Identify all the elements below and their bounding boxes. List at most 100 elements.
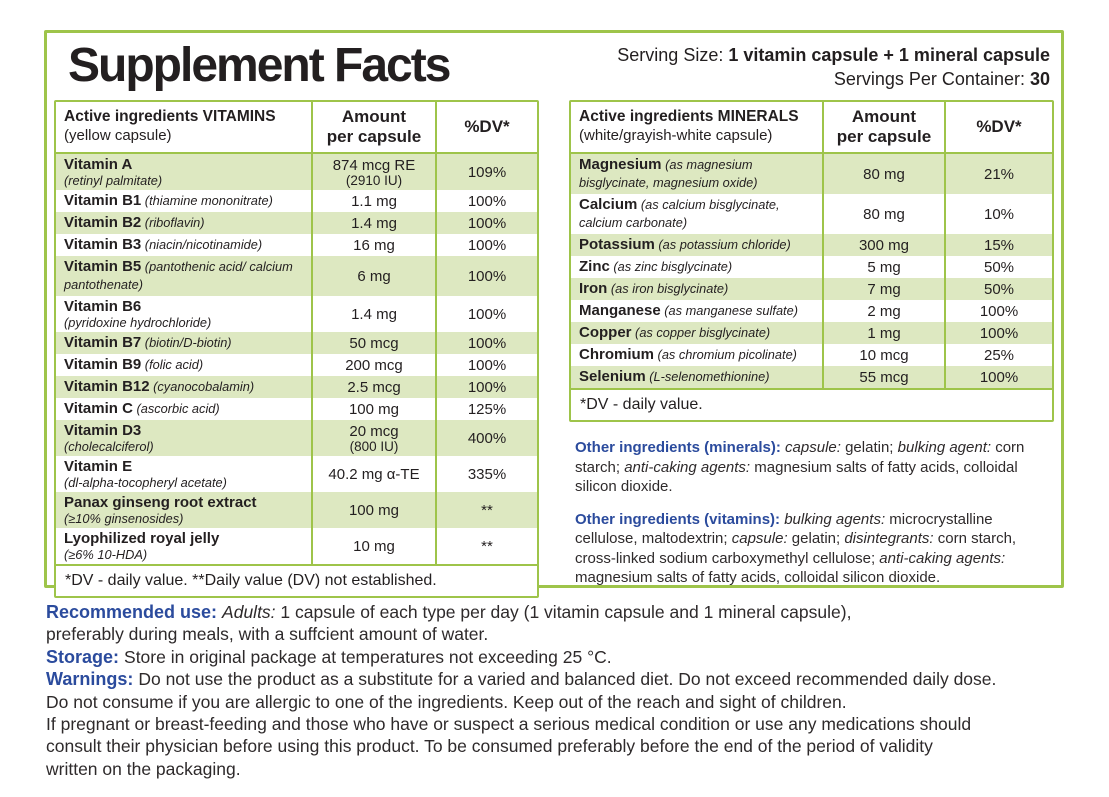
ingredient-name: Vitamin B7 bbox=[64, 334, 142, 351]
table-row: Panax ginseng root extract (≥10% ginsenos… bbox=[56, 492, 537, 528]
table-row: Selenium (L-selenomethionine) 55 mcg 100% bbox=[571, 366, 1052, 388]
ingredient-note: (biotin/D-biotin) bbox=[141, 335, 232, 350]
ingredient-cell: Vitamin B12 (cyanocobalamin) bbox=[56, 376, 311, 398]
table-row: Vitamin B6 (pyridoxine hydrochloride) 1.4 … bbox=[56, 296, 537, 332]
vitamins-header-amount: Amount per capsule bbox=[311, 102, 435, 152]
amount-value: 5 mg bbox=[867, 258, 901, 276]
dv-cell: 100% bbox=[435, 190, 537, 212]
ingredient-name: Vitamin C bbox=[64, 400, 133, 417]
ingredient-cell: Zinc (as zinc bisglycinate) bbox=[571, 256, 822, 278]
serving-size-value: 1 vitamin capsule + 1 mineral capsule bbox=[728, 45, 1050, 65]
text-run: preferably during meals, with a suffcien… bbox=[46, 624, 489, 645]
amount-value: 10 mg bbox=[353, 537, 395, 555]
amount-header-line1: Amount bbox=[341, 107, 407, 126]
dv-cell: ** bbox=[435, 528, 537, 564]
ingredient-cell: Magnesium (as magnesium bisglycinate, ma… bbox=[571, 154, 822, 194]
text-run: Recommended use: bbox=[46, 602, 223, 622]
ingredient-note: (as manganese sulfate) bbox=[660, 303, 798, 318]
ingredient-cell: Calcium (as calcium bisglycinate, calciu… bbox=[571, 194, 822, 234]
amount-value: 6 mg bbox=[357, 267, 391, 285]
text-run: magnesium salts of fatty acids, colloida… bbox=[575, 458, 1018, 496]
text-run: capsule: bbox=[785, 439, 846, 456]
text-run: corn starch; bbox=[575, 439, 1025, 476]
amount-cell: 2 mg bbox=[822, 300, 944, 322]
amount-cell: 300 mg bbox=[822, 234, 944, 256]
amount-cell: 100 mg bbox=[311, 492, 435, 528]
ingredient-note: (ascorbic acid) bbox=[132, 401, 220, 416]
ingredient-name: Panax ginseng root extract bbox=[64, 494, 257, 511]
text-run: bulking agent: bbox=[897, 439, 996, 456]
amount-value: 874 mcg RE bbox=[332, 156, 416, 174]
ingredient-note: (≥10% ginsenosides) bbox=[64, 511, 184, 526]
amount-cell: 1.4 mg bbox=[311, 296, 435, 332]
table-row: Vitamin E (dl-alpha-tocopheryl acetate) 40… bbox=[56, 456, 537, 492]
table-row: Vitamin D3 (cholecalciferol) 20 mcg (800 IU… bbox=[56, 420, 537, 456]
amount-value: 1.4 mg bbox=[351, 214, 397, 232]
ingredient-cell: Vitamin B6 (pyridoxine hydrochloride) bbox=[56, 296, 311, 332]
dv-cell: 125% bbox=[435, 398, 537, 420]
ingredient-cell: Vitamin C (ascorbic acid) bbox=[56, 398, 311, 420]
text-run: anti-caking agents: bbox=[879, 549, 1006, 567]
dv-cell: 100% bbox=[944, 366, 1052, 388]
text-run: disintegrants: bbox=[844, 530, 938, 547]
ingredient-note: (dl-alpha-tocopheryl acetate) bbox=[64, 475, 227, 490]
ingredient-note: (L-selenomethionine) bbox=[645, 369, 770, 384]
ingredient-note: (cyanocobalamin) bbox=[149, 379, 255, 394]
ingredient-cell: Copper (as copper bisglycinate) bbox=[571, 322, 822, 344]
table-row: Vitamin B5 (pantothenic acid/ calcium pa… bbox=[56, 256, 537, 296]
table-row: Copper (as copper bisglycinate) 1 mg 100% bbox=[571, 322, 1052, 344]
table-row: Vitamin B7 (biotin/D-biotin) 50 mcg 100% bbox=[56, 332, 537, 354]
table-row: Vitamin C (ascorbic acid) 100 mg 125% bbox=[56, 398, 537, 420]
ingredient-cell: Vitamin E (dl-alpha-tocopheryl acetate) bbox=[56, 456, 311, 492]
servings-per-container-line: Servings Per Container: 30 bbox=[617, 68, 1050, 92]
text-run: Other ingredients (vitamins): bbox=[575, 510, 785, 528]
ingredient-name: Vitamin B2 bbox=[64, 214, 142, 231]
amount-cell: 6 mg bbox=[311, 256, 435, 296]
amount-cell: 7 mg bbox=[822, 278, 944, 300]
amount-cell: 80 mg bbox=[822, 194, 944, 234]
table-row: Chromium (as chromium picolinate) 10 mcg 2… bbox=[571, 344, 1052, 366]
ingredient-note: (retinyl palmitate) bbox=[64, 173, 163, 188]
amount-cell: 20 mcg (800 IU) bbox=[311, 420, 435, 456]
text-run: Other ingredients (minerals): bbox=[575, 439, 786, 456]
serving-info: Serving Size: 1 vitamin capsule + 1 mine… bbox=[617, 37, 1054, 91]
text-run: microcrystalline cellulose, maltodextrin… bbox=[575, 510, 993, 548]
dv-cell: 100% bbox=[435, 256, 537, 296]
text-run: consult their physician before using thi… bbox=[46, 736, 933, 757]
ingredient-cell: Panax ginseng root extract (≥10% ginsenos… bbox=[56, 492, 311, 528]
minerals-header-title: Active ingredients MINERALS bbox=[579, 108, 799, 125]
ingredient-name: Vitamin B5 bbox=[64, 258, 142, 275]
vitamins-footnote: *DV - daily value. **Daily value (DV) no… bbox=[56, 564, 537, 596]
ingredient-name: Magnesium bbox=[579, 156, 662, 173]
minerals-header-amount: Amount per capsule bbox=[822, 102, 944, 152]
minerals-header-dv: %DV* bbox=[944, 102, 1052, 152]
dv-cell: ** bbox=[435, 492, 537, 528]
table-row: Magnesium (as magnesium bisglycinate, ma… bbox=[571, 154, 1052, 194]
amount-value: 2.5 mcg bbox=[347, 378, 401, 396]
dv-cell: 100% bbox=[944, 322, 1052, 344]
supplement-facts-panel: Supplement Facts Serving Size: 1 vitamin… bbox=[44, 30, 1064, 598]
ingredient-cell: Vitamin B9 (folic acid) bbox=[56, 354, 311, 376]
ingredient-cell: Vitamin B2 (riboflavin) bbox=[56, 212, 311, 234]
vitamins-header-name: Active ingredients VITAMINS (yellow caps… bbox=[56, 102, 311, 152]
ingredient-note: (as copper bisglycinate) bbox=[631, 325, 771, 340]
ingredient-cell: Chromium (as chromium picolinate) bbox=[571, 344, 822, 366]
amount-cell: 40.2 mg α-TE bbox=[311, 456, 435, 492]
other-ingredients-minerals: Other ingredients (minerals): capsule: g… bbox=[569, 438, 1054, 497]
text-run: 1 capsule of each type per day (1 vitami… bbox=[280, 602, 852, 622]
dv-cell: 100% bbox=[435, 296, 537, 332]
amount-value: 80 mg bbox=[863, 165, 905, 183]
ingredient-name: Vitamin B6 bbox=[64, 298, 142, 315]
dv-cell: 400% bbox=[435, 420, 537, 456]
amount-cell: 1 mg bbox=[822, 322, 944, 344]
text-run: Do not use the product as a substitute f… bbox=[138, 669, 997, 690]
amount-cell: 100 mg bbox=[311, 398, 435, 420]
ingredient-cell: Vitamin D3 (cholecalciferol) bbox=[56, 420, 311, 456]
ingredient-note: (as calcium bisglycinate, calcium carbon… bbox=[579, 197, 780, 230]
amount-value: 16 mg bbox=[353, 236, 395, 254]
amount-value: 200 mcg bbox=[345, 356, 403, 374]
amount-header-line2: per capsule bbox=[836, 127, 932, 146]
amount-cell: 10 mg bbox=[311, 528, 435, 564]
panel-header: Supplement Facts Serving Size: 1 vitamin… bbox=[54, 37, 1054, 97]
amount-value: 50 mcg bbox=[349, 334, 399, 352]
